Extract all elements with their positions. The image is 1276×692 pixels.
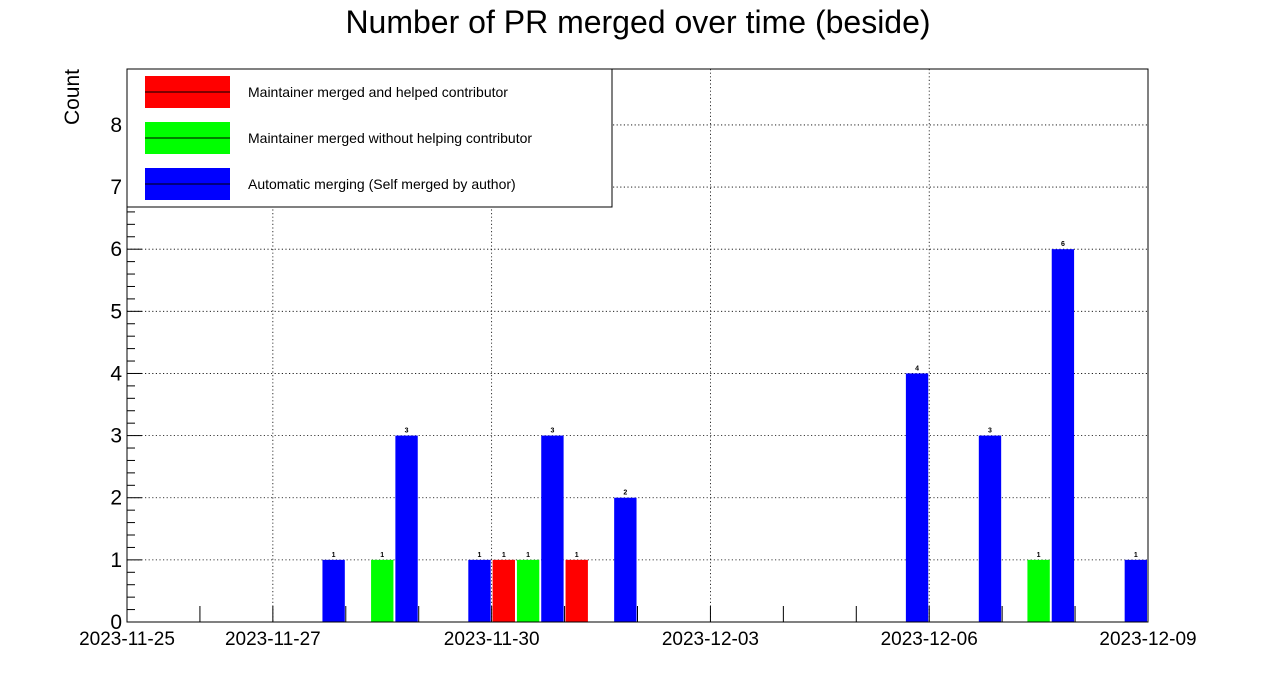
bar-value-label: 1 [478, 552, 482, 559]
bar-2023-12-05-s2 [905, 373, 929, 622]
x-tick-label: 2023-11-30 [444, 629, 540, 650]
bar-2023-11-28-s2 [395, 435, 418, 622]
bar-2023-12-06-s2 [978, 435, 1002, 622]
legend-entry-label: Automatic merging (Self merged by author… [248, 176, 516, 192]
bar-value-label: 1 [575, 552, 579, 559]
y-tick-label: 5 [110, 300, 122, 323]
bar-2023-11-27-s2 [322, 559, 345, 622]
bar-value-label: 1 [1134, 552, 1138, 559]
bar-value-label: 1 [380, 552, 384, 559]
legend: Maintainer merged and helped contributor… [126, 68, 613, 208]
bar-value-label: 1 [502, 552, 506, 559]
bar-value-label: 1 [332, 552, 336, 559]
x-tick-label: 2023-11-27 [225, 629, 321, 650]
x-tick-label: 2023-11-25 [79, 629, 175, 650]
bar-2023-11-30-s1 [516, 559, 540, 622]
legend-entry-label: Maintainer merged and helped contributor [248, 84, 508, 100]
legend-entry-label: Maintainer merged without helping contri… [248, 130, 532, 146]
bar-value-label: 3 [550, 428, 554, 435]
bar-2023-11-29-s2 [468, 559, 491, 622]
bar-value-label: 4 [915, 365, 919, 372]
x-tick-label: 2023-12-09 [1099, 629, 1196, 650]
x-tick-label: 2023-12-03 [662, 629, 759, 650]
y-tick-label: 7 [110, 176, 122, 199]
bar-2023-11-30-s2 [541, 435, 564, 622]
y-tick-label: 6 [110, 238, 122, 261]
y-axis-title: Count [61, 69, 84, 125]
bar-labels: 1 1 1 1 1 1 3 1 3 2 4 3 6 1 [332, 241, 1138, 559]
x-tick-label: 2023-12-06 [881, 629, 978, 650]
bar-2023-11-30-s0 [492, 559, 515, 622]
bar-value-label: 1 [526, 552, 530, 559]
bar-value-label: 2 [623, 490, 627, 497]
y-tick-label: 3 [110, 425, 122, 448]
y-tick-label: 0 [110, 611, 122, 634]
bar-value-label: 3 [988, 428, 992, 435]
bar-2023-12-07-s1 [1027, 559, 1050, 622]
y-tick-label: 4 [110, 362, 122, 385]
bar-2023-12-01-s0 [565, 559, 588, 622]
bar-2023-12-01-s2 [614, 497, 637, 622]
bar-value-label: 3 [405, 428, 409, 435]
y-tick-label: 1 [110, 549, 122, 572]
bar-2023-12-07-s2 [1051, 249, 1075, 622]
bar-value-label: 6 [1061, 241, 1065, 248]
bar-value-label: 1 [1037, 552, 1041, 559]
bar-2023-11-28-s1 [371, 559, 394, 622]
axes: 0 1 2 3 4 5 6 7 8 2023-11-25 2023-11-27 2023-11-30 2… [79, 68, 1197, 650]
chart-title: Number of PR merged over time (beside) [345, 4, 930, 40]
y-tick-label: 8 [110, 114, 122, 137]
bars [322, 249, 1148, 622]
bar-2023-12-08-s2 [1124, 559, 1148, 622]
y-tick-label: 2 [110, 487, 122, 510]
